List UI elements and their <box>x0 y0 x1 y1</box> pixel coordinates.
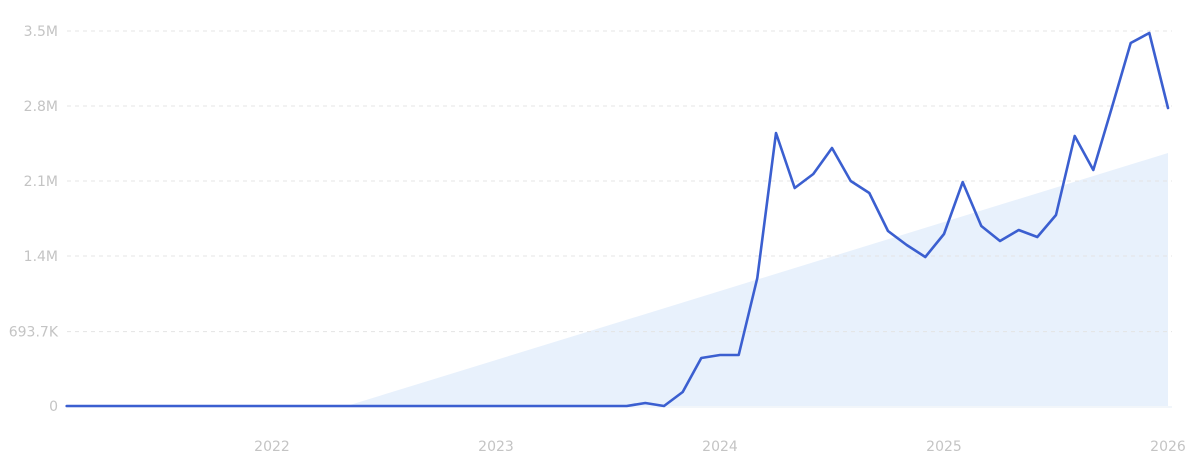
x-tick-label: 2024 <box>702 439 738 455</box>
x-tick-label: 2023 <box>478 439 514 455</box>
y-tick-label: 1.4M <box>24 249 58 265</box>
y-tick-label: 3.5M <box>24 24 58 40</box>
x-tick-label: 2022 <box>254 439 290 455</box>
y-tick-label: 2.1M <box>24 174 58 190</box>
series-line <box>65 31 1170 408</box>
y-tick-label: 2.8M <box>24 99 58 115</box>
y-tick-label: 693.7K <box>9 325 59 341</box>
x-tick-label: 2025 <box>926 439 962 455</box>
x-tick-label: 2026 <box>1150 439 1186 455</box>
y-tick-label: 0 <box>49 399 58 415</box>
